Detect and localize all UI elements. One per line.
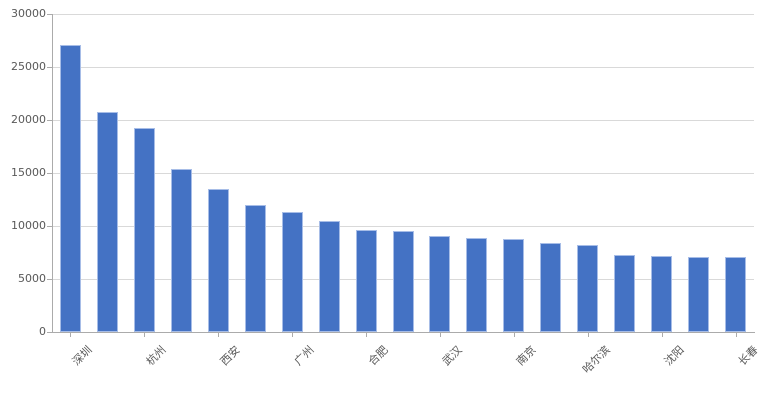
y-axis-tick-label: 0 bbox=[39, 325, 46, 338]
bar bbox=[466, 237, 488, 332]
bar bbox=[725, 257, 747, 332]
x-axis-line bbox=[52, 332, 755, 333]
gridline bbox=[52, 173, 754, 174]
bar bbox=[429, 236, 451, 332]
gridline bbox=[52, 120, 754, 121]
y-axis-tick bbox=[47, 14, 52, 15]
gridline bbox=[52, 67, 754, 68]
bar bbox=[59, 44, 81, 332]
bar bbox=[614, 254, 636, 332]
y-axis-tick-label: 30000 bbox=[11, 7, 46, 20]
bar bbox=[281, 212, 303, 332]
x-axis-tick bbox=[439, 333, 441, 337]
bar bbox=[170, 168, 192, 332]
y-axis-tick bbox=[47, 67, 52, 68]
bar bbox=[244, 204, 266, 332]
bar bbox=[207, 188, 229, 332]
y-axis-tick-label: 15000 bbox=[11, 166, 46, 179]
y-axis-tick bbox=[47, 332, 52, 333]
x-axis-tick bbox=[587, 333, 589, 337]
y-axis-tick bbox=[47, 173, 52, 174]
x-axis-tick bbox=[661, 333, 663, 337]
bar bbox=[577, 245, 599, 332]
y-axis-tick bbox=[47, 226, 52, 227]
x-axis-tick bbox=[735, 333, 737, 337]
gridline bbox=[52, 14, 754, 15]
gridline bbox=[52, 226, 754, 227]
x-axis-tick bbox=[513, 333, 515, 337]
bar bbox=[355, 230, 377, 332]
bar bbox=[96, 112, 118, 332]
y-axis-tick-label: 25000 bbox=[11, 60, 46, 73]
bar bbox=[318, 220, 340, 332]
bar bbox=[133, 127, 155, 332]
y-axis-tick-label: 20000 bbox=[11, 113, 46, 126]
x-axis-tick bbox=[70, 333, 72, 337]
y-axis-tick bbox=[47, 279, 52, 280]
bar bbox=[651, 256, 673, 332]
bar bbox=[540, 242, 562, 332]
y-axis-tick-label: 5000 bbox=[18, 272, 46, 285]
bar bbox=[392, 230, 414, 332]
bar bbox=[688, 257, 710, 332]
plot-area bbox=[52, 14, 754, 332]
x-axis-tick bbox=[144, 333, 146, 337]
x-axis-tick bbox=[218, 333, 220, 337]
y-axis-line bbox=[52, 14, 53, 333]
x-axis-tick bbox=[292, 333, 294, 337]
y-axis-tick-label: 10000 bbox=[11, 219, 46, 232]
bar bbox=[503, 238, 525, 332]
x-axis-tick bbox=[366, 333, 368, 337]
y-axis-tick bbox=[47, 120, 52, 121]
